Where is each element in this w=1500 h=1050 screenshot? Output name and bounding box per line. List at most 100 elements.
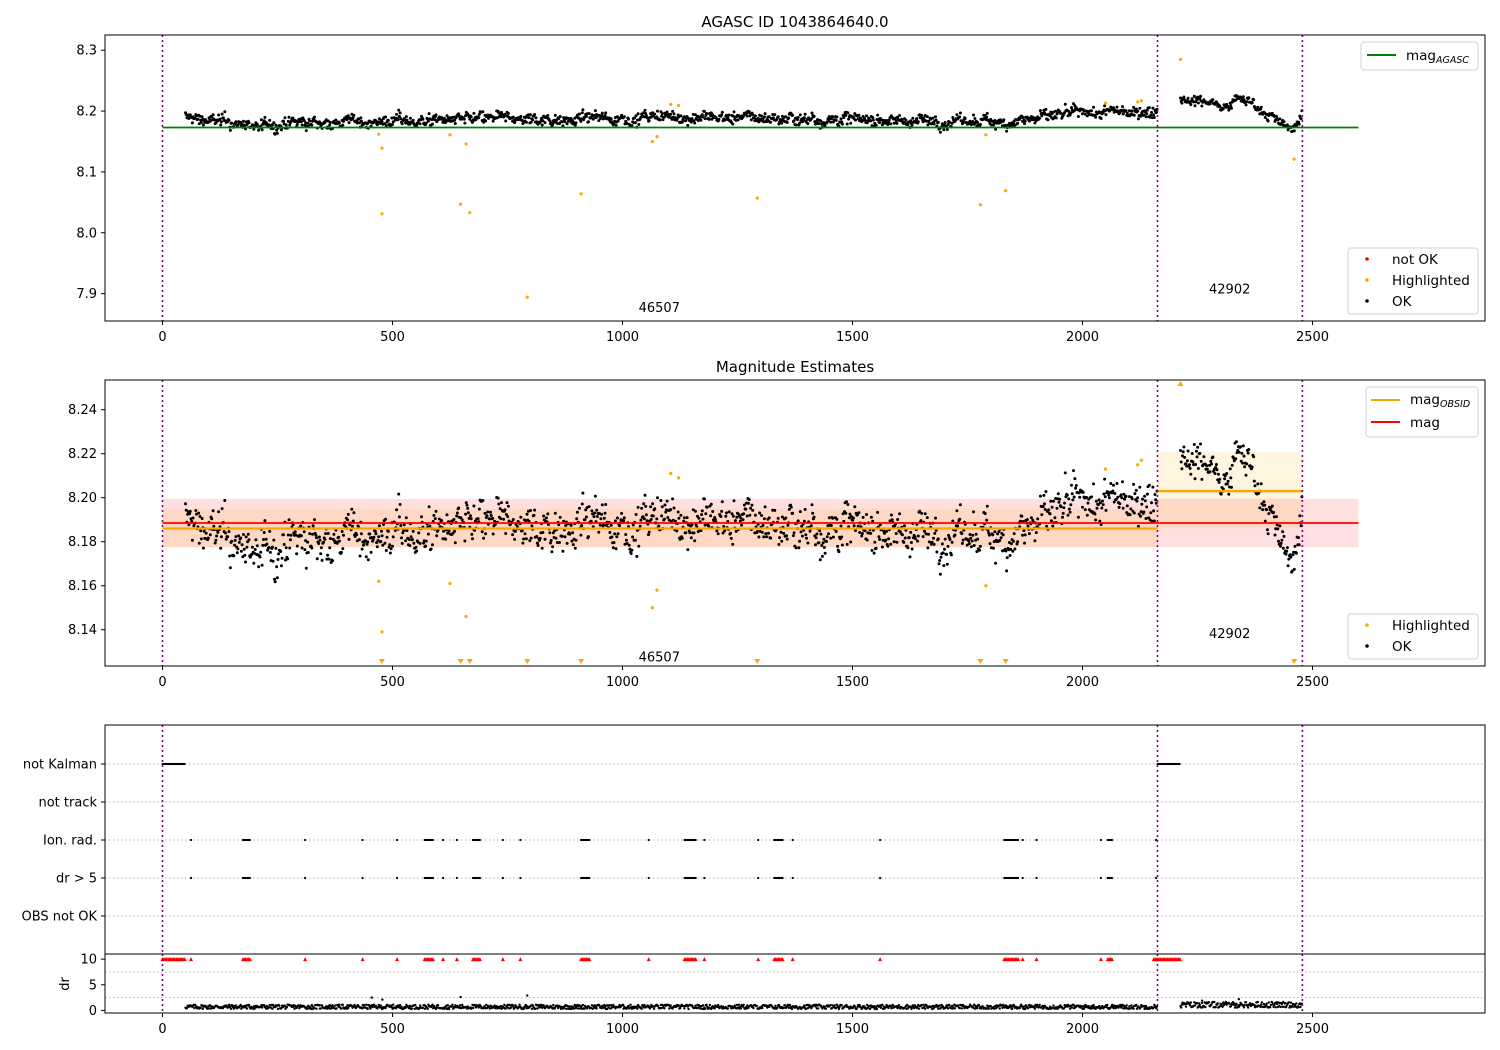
x-tick-label: 2500 [1296, 675, 1329, 690]
ok-point [711, 510, 715, 513]
dr-point [461, 1003, 464, 1007]
ok-point [1154, 501, 1158, 505]
ok-point [255, 544, 259, 548]
ok-point [366, 540, 370, 544]
ok-point [1138, 485, 1142, 489]
ok-point [347, 537, 351, 541]
dr-point [946, 1007, 950, 1010]
ok-point [535, 535, 539, 538]
ok-point [286, 557, 290, 561]
ok-point [1011, 549, 1015, 553]
y-tick-label: 8.22 [68, 447, 97, 462]
ok-point [532, 513, 536, 517]
ok-point [227, 530, 231, 534]
ok-point [1098, 519, 1102, 523]
dr-point [1033, 1007, 1037, 1010]
ok-point [397, 515, 401, 519]
ok-point [818, 529, 822, 533]
ok-point [242, 547, 246, 551]
ok-point [1022, 529, 1026, 533]
dr-point [1111, 1003, 1114, 1006]
ok-point [837, 550, 841, 554]
ok-point [844, 113, 848, 117]
flag-point [694, 876, 697, 880]
ok-point [568, 532, 572, 536]
ok-point [372, 535, 376, 539]
ok-point [398, 503, 402, 506]
ok-point [533, 508, 537, 512]
ok-point [569, 523, 573, 527]
ok-point [1061, 515, 1064, 519]
ok-point [1056, 492, 1060, 496]
ok-point [821, 541, 825, 545]
dr-point [541, 1006, 544, 1010]
dr-point [436, 1003, 440, 1007]
ok-point [1288, 553, 1292, 557]
ok-point [1067, 109, 1071, 113]
ok-point [1065, 493, 1069, 497]
flag-point [455, 838, 458, 842]
dr-point [1135, 1007, 1139, 1010]
ok-point [469, 514, 472, 518]
ok-point [1274, 515, 1278, 519]
ok-point [756, 116, 760, 120]
ok-point [184, 502, 187, 506]
ok-point [1199, 459, 1203, 463]
dr-point [285, 1006, 289, 1009]
dr-point [833, 1004, 836, 1007]
ok-point [1004, 549, 1008, 553]
ok-point [934, 118, 938, 122]
ok-point [1049, 499, 1053, 503]
ok-point [856, 524, 860, 528]
dr-point [977, 1004, 981, 1007]
ok-point [377, 535, 381, 539]
ok-point [521, 541, 525, 545]
ok-point [511, 115, 515, 119]
ok-point [803, 507, 807, 511]
ok-point [907, 536, 911, 540]
ok-point [530, 524, 534, 528]
ok-point [1059, 505, 1063, 509]
ok-point [1152, 113, 1156, 117]
ok-point [773, 508, 777, 512]
ok-point [1058, 497, 1062, 501]
ok-point [1043, 502, 1046, 506]
dr-point [1197, 1005, 1200, 1008]
ok-point [253, 548, 257, 551]
ok-point [1112, 500, 1116, 504]
dr-point [1189, 1001, 1193, 1004]
ok-point [822, 546, 826, 549]
y-tick-label: 8.3 [76, 44, 97, 59]
ok-point [589, 519, 593, 523]
ok-point [809, 117, 813, 121]
ok-point [217, 510, 221, 514]
ok-point [242, 119, 245, 123]
ok-point [845, 542, 849, 546]
ok-point [1040, 513, 1044, 517]
ok-point [371, 538, 375, 542]
ok-point [1242, 454, 1246, 458]
ok-point [688, 531, 692, 535]
ok-point [702, 497, 706, 501]
ok-point [286, 533, 290, 537]
ok-point [782, 531, 786, 535]
ok-point [1239, 445, 1242, 449]
ok-point [415, 549, 419, 553]
ok-point [599, 517, 603, 521]
ok-point [1117, 505, 1121, 509]
dr-point [814, 1005, 817, 1008]
ok-point [940, 122, 944, 126]
ok-point [462, 117, 466, 121]
ok-point [433, 118, 437, 122]
ok-point [1285, 546, 1289, 550]
ok-point [272, 538, 276, 542]
ok-point [1086, 501, 1090, 505]
ok-point [932, 536, 935, 540]
ok-point [206, 536, 210, 540]
ok-point [1114, 497, 1118, 501]
ok-point [953, 533, 957, 537]
ok-point [1191, 460, 1195, 464]
ok-point [1026, 524, 1030, 528]
ok-point [1214, 466, 1218, 469]
ok-point [1063, 501, 1067, 505]
